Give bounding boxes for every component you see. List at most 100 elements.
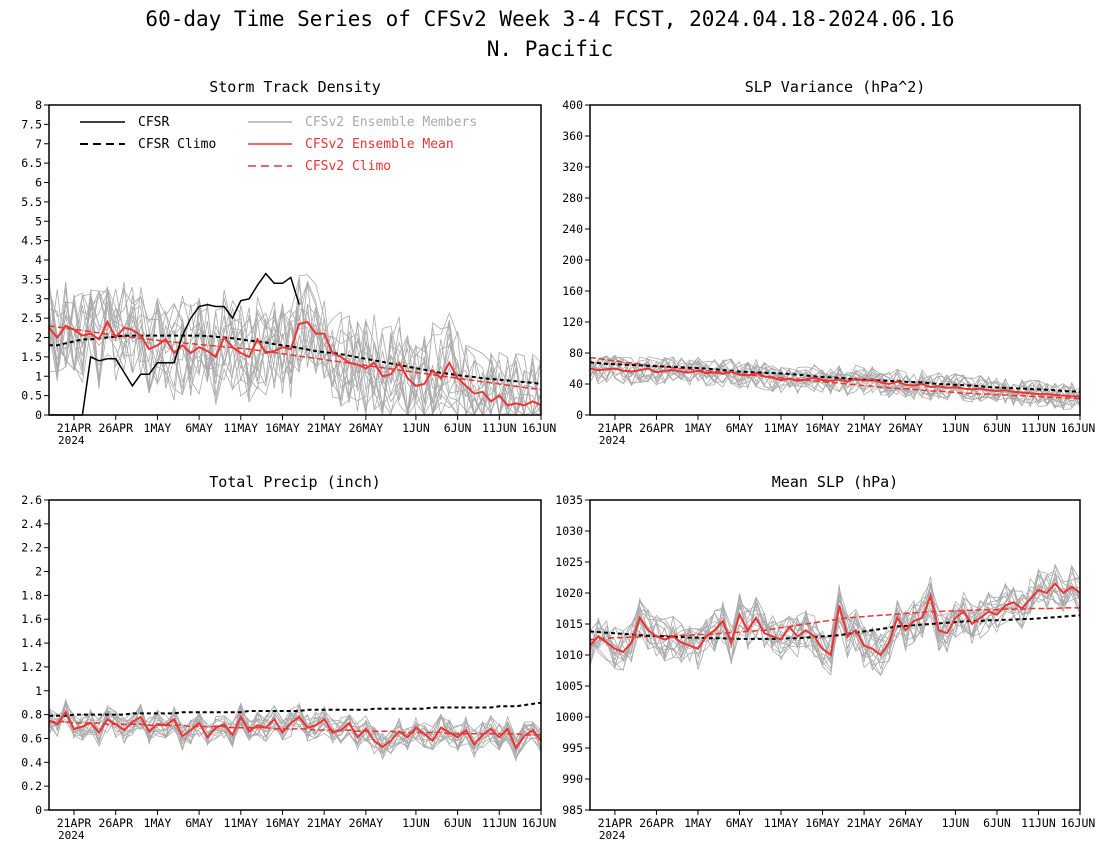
y-tick-label: 2: [35, 331, 42, 345]
y-tick-label: 2.4: [21, 517, 42, 531]
panel-title: Mean SLP (hPa): [772, 473, 898, 491]
chart-panel-2: SLP Variance (hPa^2) 0 40 80 120 160 200 240 280…: [562, 78, 1095, 447]
y-tick-label: 3.5: [21, 272, 42, 286]
x-tick-label: 11MAY: [764, 421, 799, 435]
series-line-ens-mean: [589, 367, 1080, 398]
ensemble-member-line: [48, 703, 542, 755]
x-tick-label: 16MAY: [265, 421, 300, 435]
y-tick-label: 1.4: [21, 636, 42, 650]
x-tick-label: 11MAY: [223, 816, 258, 830]
x-tick-label: 26APR: [639, 421, 674, 435]
y-tick-label: 200: [562, 253, 583, 267]
ensemble-member-line: [48, 278, 542, 417]
y-tick-label: 7.5: [21, 117, 42, 131]
legend-label-cfsr: CFSR: [138, 115, 169, 130]
y-tick-label: 120: [562, 315, 583, 329]
x-tick-label: 6JUN: [444, 816, 472, 830]
ensemble-member-line: [589, 359, 1081, 407]
x-year-label: 2024: [58, 829, 85, 842]
x-tick-label: 26MAY: [349, 421, 384, 435]
series-line-cfsr-climo: [49, 701, 542, 717]
y-tick-label: 280: [562, 191, 583, 205]
y-tick-label: 1005: [555, 679, 583, 693]
x-tick-label: 21MAY: [307, 421, 342, 435]
y-tick-label: 400: [562, 98, 583, 112]
y-tick-label: 40: [569, 377, 583, 391]
y-tick-label: 995: [562, 741, 583, 755]
chart-panel-3: Total Precip (inch) 0 0.2 0.4 0.6 0.8 1 1.2 1.4 1…: [21, 473, 556, 842]
y-tick-label: 1035: [555, 493, 583, 507]
plot-frame: [48, 104, 542, 416]
y-tick-label: 1: [35, 684, 42, 698]
x-tick-label: 1JUN: [402, 816, 430, 830]
y-tick-label: 4.5: [21, 234, 42, 248]
figure-title: 60-day Time Series of CFSv2 Week 3-4 FCS…: [145, 7, 954, 31]
x-tick-label: 26APR: [98, 421, 133, 435]
x-tick-label: 16JUN: [522, 421, 557, 435]
y-tick-label: 4: [35, 253, 42, 267]
x-tick-label: 26MAY: [349, 816, 384, 830]
series-line-ens-climo: [589, 607, 1080, 641]
y-tick-label: 160: [562, 284, 583, 298]
y-tick-label: 2.5: [21, 311, 42, 325]
x-tick-label: 6JUN: [983, 421, 1011, 435]
y-tick-label: 0.6: [21, 731, 42, 745]
series-line-ens-climo: [48, 325, 542, 391]
y-tick-label: 1.6: [21, 612, 42, 626]
x-tick-label: 21MAY: [307, 816, 342, 830]
y-tick-label: 2.2: [21, 541, 42, 555]
x-tick-label: 16MAY: [805, 421, 840, 435]
series-line-cfsr-climo: [49, 334, 542, 385]
y-tick-label: 1: [35, 369, 42, 383]
y-tick-label: 320: [562, 160, 583, 174]
panels: Storm Track Density 0 0.5 1 1.5 2 2.5 3 3.5 4 4.5 5…: [21, 78, 1095, 842]
x-tick-label: 16MAY: [805, 816, 840, 830]
figure-subtitle: N. Pacific: [487, 37, 613, 61]
y-tick-label: 985: [562, 803, 583, 817]
x-tick-label: 11MAY: [764, 816, 799, 830]
x-tick-label: 6MAY: [726, 816, 754, 830]
y-tick-label: 7: [35, 137, 42, 151]
series-line-cfsr: [49, 272, 300, 416]
x-tick-label: 1JUN: [402, 421, 430, 435]
y-tick-label: 80: [569, 346, 583, 360]
x-tick-label: 6MAY: [185, 421, 213, 435]
y-tick-label: 0: [35, 803, 42, 817]
x-year-label: 2024: [599, 829, 626, 842]
y-tick-label: 1020: [555, 586, 583, 600]
plot-frame: [589, 104, 1081, 416]
x-year-label: 2024: [58, 434, 85, 447]
ensemble-member-line: [48, 703, 542, 759]
x-tick-label: 1MAY: [684, 421, 712, 435]
x-tick-label: 11JUN: [482, 816, 517, 830]
y-tick-label: 360: [562, 129, 583, 143]
y-tick-label: 8: [35, 98, 42, 112]
y-tick-label: 1010: [555, 648, 583, 662]
plot-frame: [48, 499, 542, 811]
ensemble-member-line: [48, 698, 542, 754]
x-tick-label: 21MAY: [847, 421, 882, 435]
x-tick-label: 11MAY: [223, 421, 258, 435]
y-tick-label: 1000: [555, 710, 583, 724]
x-tick-label: 16JUN: [1061, 816, 1096, 830]
series-line-ens-mean: [589, 582, 1081, 657]
y-tick-label: 0: [35, 408, 42, 422]
chart-panel-1: Storm Track Density 0 0.5 1 1.5 2 2.5 3 3.5 4 4.5 5…: [21, 78, 556, 447]
y-tick-label: 3: [35, 292, 42, 306]
x-tick-label: 16JUN: [1061, 421, 1096, 435]
series-line-cfsr-climo: [589, 361, 1081, 393]
x-tick-label: 26APR: [98, 816, 133, 830]
ensemble-member-line: [589, 570, 1081, 666]
y-tick-label: 5.5: [21, 195, 42, 209]
y-tick-label: 2: [35, 565, 42, 579]
x-year-label: 2024: [599, 434, 626, 447]
x-tick-label: 21APR: [57, 421, 92, 435]
x-tick-label: 1MAY: [144, 816, 172, 830]
x-tick-label: 1MAY: [144, 421, 172, 435]
x-tick-label: 11JUN: [482, 421, 517, 435]
ensemble-member-line: [48, 277, 542, 417]
y-tick-label: 1030: [555, 524, 583, 538]
x-tick-label: 6MAY: [726, 421, 754, 435]
y-tick-label: 1.8: [21, 588, 42, 602]
